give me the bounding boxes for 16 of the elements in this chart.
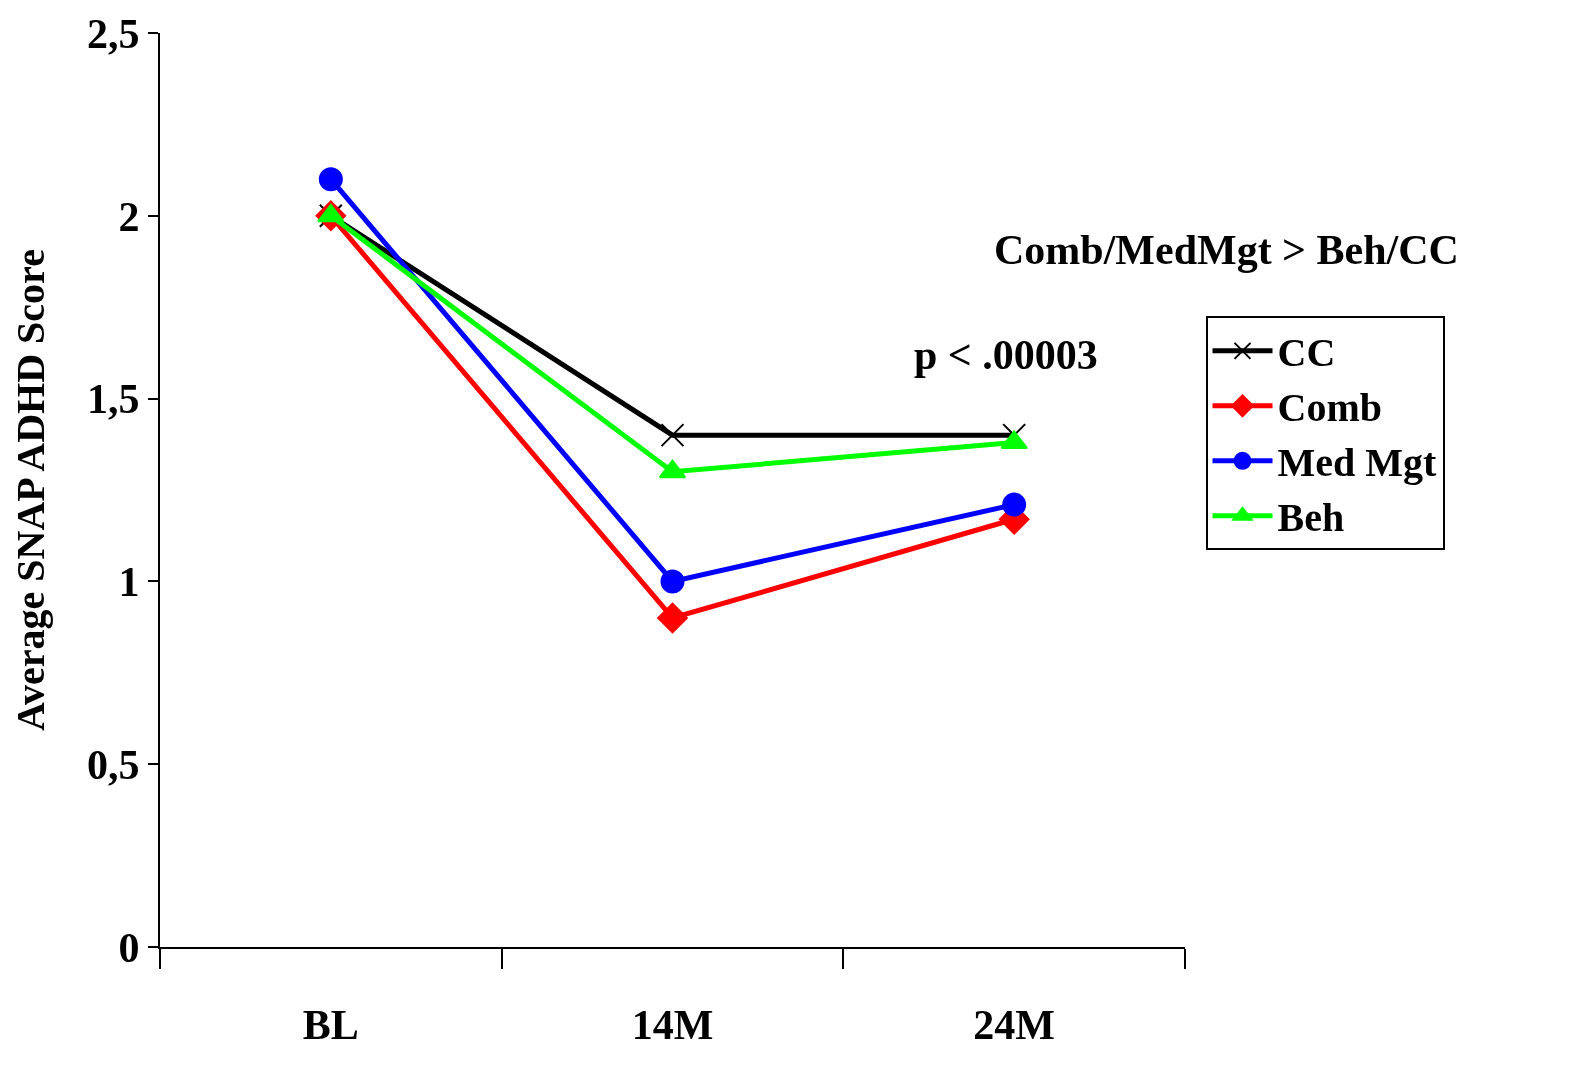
legend-label: CC [1277,330,1336,376]
x-tick-label: 14M [631,1002,714,1049]
y-tick-label: 2,5 [87,10,140,57]
legend-label: Beh [1277,495,1345,541]
y-tick-label: 2 [118,193,140,240]
legend-label: Comb [1277,385,1382,431]
y-tick-label: 1 [118,559,140,606]
y-tick-label: 0,5 [87,741,140,788]
y-tick-label: 0 [118,924,140,971]
y-axis-title: Average SNAP ADHD Score [8,249,54,731]
x-tick-label: BL [302,1002,359,1049]
x-tick-label: 24M [973,1002,1055,1049]
annotation: Comb/MedMgt > Beh/CC [994,227,1459,273]
y-tick-label: 1,5 [87,376,140,423]
annotation: p < .00003 [914,332,1098,378]
legend-label: Med Mgt [1277,440,1438,486]
